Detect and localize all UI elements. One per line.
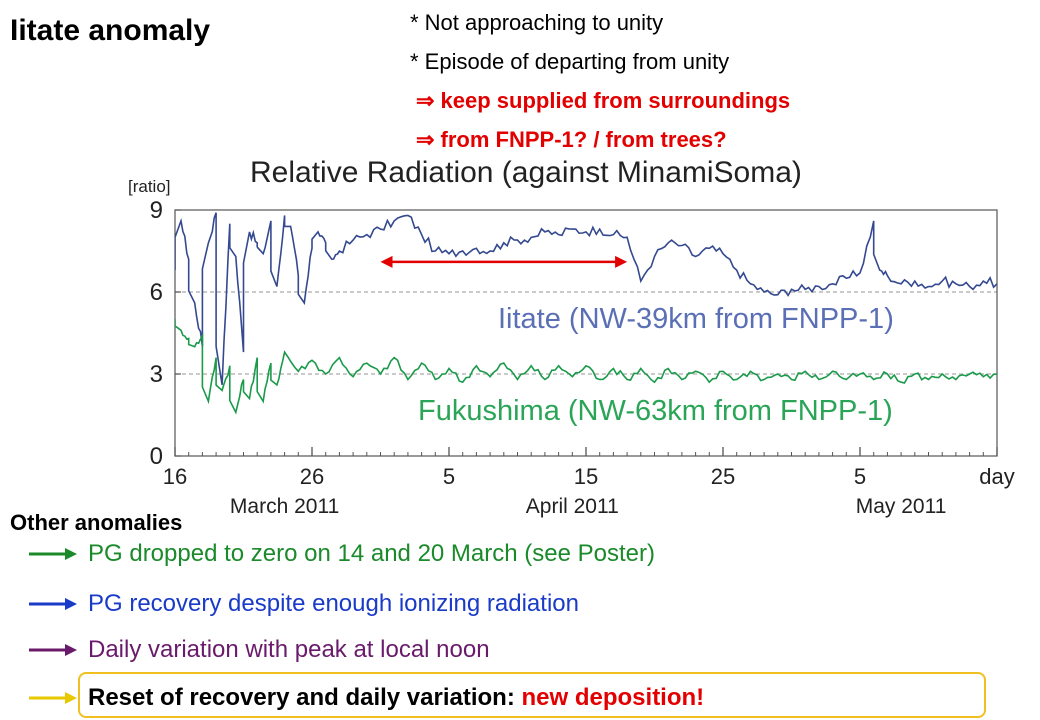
right-arrow-icon xyxy=(29,692,77,704)
month-label: April 2011 xyxy=(526,495,619,518)
x-tick-label: 26 xyxy=(300,464,324,489)
series-label-iitate: Iitate (NW-39km from FNPP-1) xyxy=(498,303,894,335)
anomaly-text: PG recovery despite enough ionizing radi… xyxy=(88,590,579,617)
anomaly-item-reset-recovery: Reset of recovery and daily variation: n… xyxy=(25,681,704,715)
right-arrow-icon xyxy=(29,644,77,656)
y-tick-label: 9 xyxy=(150,197,163,224)
highlight-box xyxy=(78,672,986,718)
chart-title: Relative Radiation (against MinamiSoma) xyxy=(250,156,802,189)
series-label-fukushima: Fukushima (NW-63km from FNPP-1) xyxy=(418,395,893,427)
x-tick-label: 5 xyxy=(443,464,455,489)
right-arrow-icon xyxy=(29,548,77,560)
x-tick-label: 25 xyxy=(711,464,735,489)
x-tick-label: 15 xyxy=(574,464,598,489)
relative-radiation-chart: Relative Radiation (against MinamiSoma) [… xyxy=(128,156,1015,518)
anomaly-item-daily-variation: Daily variation with peak at local noon xyxy=(25,633,490,667)
annotation-arrow-left-head xyxy=(380,255,393,268)
x-tick-label: 5 xyxy=(854,464,866,489)
x-tick-label: 16 xyxy=(163,464,187,489)
month-label: March 2011 xyxy=(230,495,339,518)
other-anomalies-title: Other anomalies xyxy=(10,510,183,535)
slide-title: Iitate anomaly xyxy=(10,14,211,47)
anomaly-text-main: Reset of recovery and daily variation: xyxy=(88,684,522,711)
anomaly-text-emphasis: new deposition! xyxy=(521,684,705,711)
x-tick-label: day xyxy=(979,464,1014,489)
anomaly-text: Reset of recovery and daily variation: n… xyxy=(88,684,704,712)
y-tick-label: 3 xyxy=(150,361,163,388)
series-line-iitate xyxy=(175,212,997,386)
y-axis-label: [ratio] xyxy=(128,177,171,196)
anomaly-item-pg-recovery: PG recovery despite enough ionizing radi… xyxy=(25,587,579,621)
anomaly-item-pg-dropped: PG dropped to zero on 14 and 20 March (s… xyxy=(25,537,655,571)
anomaly-text: Daily variation with peak at local noon xyxy=(88,636,490,663)
right-arrow-icon xyxy=(29,598,77,610)
series-line-fukushima xyxy=(175,319,997,415)
y-tick-label: 0 xyxy=(150,443,163,470)
y-tick-label: 6 xyxy=(150,279,163,306)
note-from-fnpp-or-trees: ⇒ from FNPP-1? / from trees? xyxy=(416,127,727,152)
anomaly-text: PG dropped to zero on 14 and 20 March (s… xyxy=(88,540,655,567)
annotation-arrow-right-head xyxy=(615,255,628,268)
month-label: May 2011 xyxy=(856,495,947,518)
note-departing-unity: * Episode of departing from unity xyxy=(410,49,730,74)
note-not-approaching-unity: * Not approaching to unity xyxy=(410,10,664,35)
note-keep-supplied: ⇒ keep supplied from surroundings xyxy=(416,88,791,113)
